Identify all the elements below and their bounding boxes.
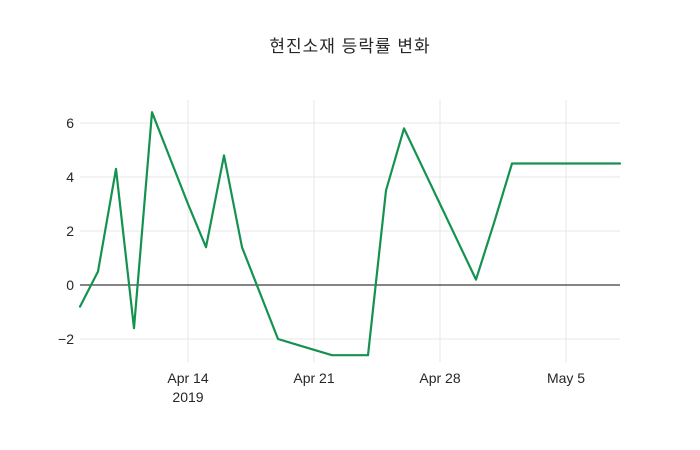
x-tick-label: Apr 14 — [167, 370, 208, 386]
y-tick-label: 4 — [66, 169, 74, 185]
x-tick-label: May 5 — [547, 370, 585, 386]
series-line-등락률 — [78, 111, 622, 357]
x-tick-label: Apr 21 — [293, 370, 334, 386]
y-tick-label: 0 — [66, 277, 74, 293]
chart-title: 현진소재 등락률 변화 — [269, 37, 431, 56]
x-tick-sublabel: 2019 — [172, 389, 203, 405]
y-tick-label: 2 — [66, 223, 74, 239]
x-tick-label: Apr 28 — [419, 370, 460, 386]
y-tick-label: −2 — [58, 331, 74, 347]
y-tick-label: 6 — [66, 115, 74, 131]
